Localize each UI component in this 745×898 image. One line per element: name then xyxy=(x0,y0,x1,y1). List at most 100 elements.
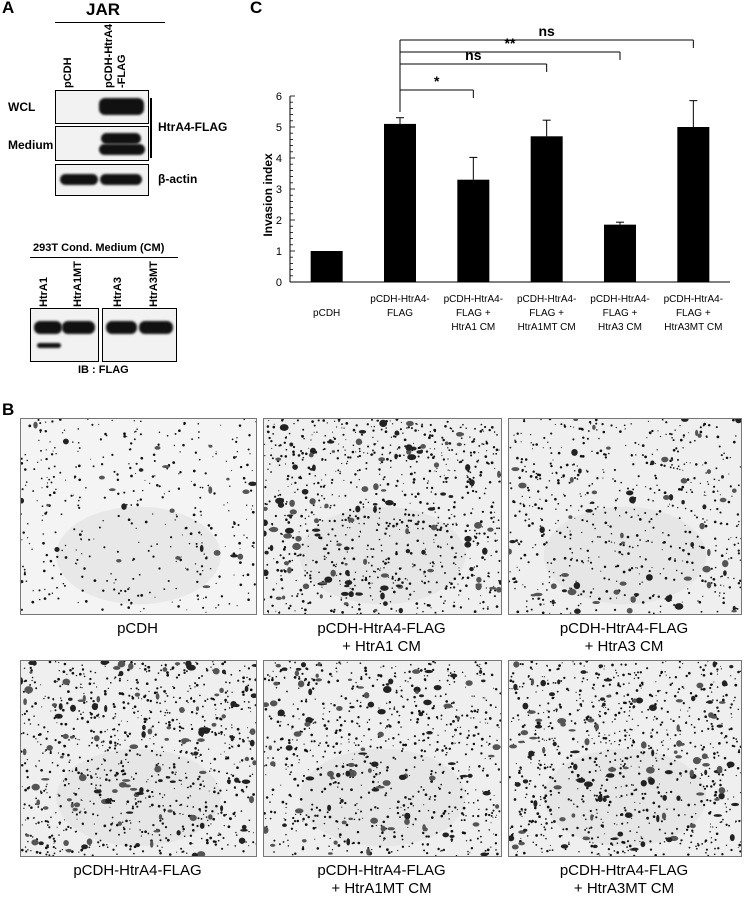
bar-3 xyxy=(457,180,489,282)
micrograph-6 xyxy=(508,660,742,857)
chart-bars xyxy=(311,101,710,282)
micrograph-5 xyxy=(263,660,502,857)
x-tick-label: pCDH-HtrA4- xyxy=(590,294,649,305)
panel-a-letter: A xyxy=(2,0,14,18)
x-tick-label: FLAG + xyxy=(603,308,638,319)
panel-c-letter: C xyxy=(250,0,262,18)
x-tick-label: pCDH xyxy=(313,308,340,319)
caption-line-2: + HtrA1 CM xyxy=(263,638,500,656)
x-tick-label: pCDH-HtrA4- xyxy=(517,294,576,305)
x-tick-label: FLAG + xyxy=(456,308,491,319)
bar-2 xyxy=(384,124,416,282)
micrograph-texture xyxy=(509,419,741,614)
band-htra1 xyxy=(34,321,62,334)
bar-6 xyxy=(677,127,709,282)
row-label-medium: Medium xyxy=(8,138,53,152)
micrograph-caption-6: pCDH-HtrA4-FLAG+ HtrA3MT CM xyxy=(508,862,740,898)
caption-line-1: pCDH-HtrA4-FLAG xyxy=(508,862,740,880)
x-tick-label: FLAG xyxy=(387,308,413,319)
invasion-chart: * ns ** ns 0 1 2 3 4 5 6 pCDH pCDH-HtrA4- FLAG pCDH-… xyxy=(250,20,745,355)
micrograph-caption-4: pCDH-HtrA4-FLAG xyxy=(20,862,255,880)
sig-label-4: ns xyxy=(538,23,555,39)
y-tick-label: 5 xyxy=(276,122,282,134)
caption-line-1: pCDH-HtrA4-FLAG xyxy=(508,620,740,638)
x-tick-label: HtrA3 CM xyxy=(598,322,642,333)
lane-label-htra4-flag-1: pCDH-HtrA4 xyxy=(103,24,115,88)
cell-line-label: JAR xyxy=(86,0,120,20)
blot-cm-right xyxy=(102,308,177,362)
band-actin-2 xyxy=(100,174,142,185)
x-tick-label: FLAG + xyxy=(676,308,711,319)
chart-x-labels: pCDH pCDH-HtrA4- FLAG pCDH-HtrA4- FLAG + HtrA… xyxy=(313,294,723,333)
caption-line-1: pCDH-HtrA4-FLAG xyxy=(263,862,500,880)
bracket-label: HtrA4-FLAG xyxy=(158,120,227,134)
blot-wcl xyxy=(55,90,149,124)
caption-line-1: pCDH-HtrA4-FLAG xyxy=(263,620,500,638)
sig-label-3: ** xyxy=(505,35,516,51)
y-tick-label: 3 xyxy=(276,184,282,196)
caption-line-1: pCDH-HtrA4-FLAG xyxy=(20,862,255,880)
blot-actin xyxy=(55,164,149,196)
ib-label: IB : FLAG xyxy=(78,364,129,376)
y-axis-label: Invasion index xyxy=(261,153,275,237)
y-tick-label: 4 xyxy=(276,153,282,165)
caption-line-2: + HtrA3 CM xyxy=(508,638,740,656)
micrograph-caption-5: pCDH-HtrA4-FLAG+ HtrA1MT CM xyxy=(263,862,500,898)
micrograph-4 xyxy=(20,660,257,857)
cm-title: 293T Cond. Medium (CM) xyxy=(33,242,164,254)
cm-lane-htra1mt: HtrA1MT xyxy=(72,261,84,307)
micrograph-texture xyxy=(264,419,501,614)
band-htra1mt xyxy=(62,321,95,334)
caption-line-1: pCDH xyxy=(20,620,255,638)
y-tick-label: 1 xyxy=(276,246,282,258)
micrograph-caption-2: pCDH-HtrA4-FLAG+ HtrA1 CM xyxy=(263,620,500,656)
significance-group: * ns ** ns xyxy=(400,23,693,112)
band-wcl xyxy=(99,98,144,115)
x-tick-label: HtrA1MT CM xyxy=(518,322,576,333)
actin-label: β-actin xyxy=(158,172,197,186)
bar-4 xyxy=(531,136,563,282)
band-medium-upper xyxy=(101,133,141,144)
micrograph-3 xyxy=(508,418,742,615)
band-htra1-lower xyxy=(37,343,61,348)
x-tick-label: HtrA1 CM xyxy=(451,322,495,333)
caption-line-2: + HtrA1MT CM xyxy=(263,880,500,898)
micrograph-texture xyxy=(509,661,741,856)
y-tick-label: 2 xyxy=(276,215,282,227)
x-tick-label: FLAG + xyxy=(529,308,564,319)
lane-label-pcdh: pCDH xyxy=(62,57,74,88)
y-tick-label: 0 xyxy=(276,277,282,289)
micrograph-caption-1: pCDH xyxy=(20,620,255,638)
x-tick-label: pCDH-HtrA4- xyxy=(370,294,429,305)
bracket-line xyxy=(150,98,152,158)
cm-lane-htra3mt: HtrA3MT xyxy=(148,261,160,307)
micrograph-2 xyxy=(263,418,502,615)
x-tick-label: pCDH-HtrA4- xyxy=(444,294,503,305)
micrograph-1 xyxy=(20,418,257,615)
cm-title-underline xyxy=(30,257,178,258)
sig-label-1: * xyxy=(434,73,440,89)
band-htra3 xyxy=(106,321,137,334)
band-actin-1 xyxy=(60,174,98,185)
cm-lane-htra1: HtrA1 xyxy=(38,277,50,307)
sig-label-2: ns xyxy=(465,47,482,63)
micrograph-texture xyxy=(264,661,501,856)
band-htra3mt xyxy=(139,321,173,334)
bar-5 xyxy=(604,225,636,282)
micrograph-texture xyxy=(21,419,256,614)
band-medium-lower xyxy=(99,144,145,155)
blot-cm-left xyxy=(30,308,99,362)
micrograph-texture xyxy=(21,661,256,856)
caption-line-2: + HtrA3MT CM xyxy=(508,880,740,898)
bar-1 xyxy=(311,251,343,282)
panel-b-letter: B xyxy=(2,400,14,420)
x-tick-label: HtrA3MT CM xyxy=(664,322,722,333)
lane-label-htra4-flag-2: -FLAG xyxy=(116,54,128,88)
chart-axes: 0 1 2 3 4 5 6 xyxy=(276,91,730,289)
x-tick-label: pCDH-HtrA4- xyxy=(664,294,723,305)
blot-medium xyxy=(55,126,149,161)
cm-lane-htra3: HtrA3 xyxy=(112,277,124,307)
y-tick-label: 6 xyxy=(276,91,282,103)
row-label-wcl: WCL xyxy=(8,100,35,114)
micrograph-caption-3: pCDH-HtrA4-FLAG+ HtrA3 CM xyxy=(508,620,740,656)
